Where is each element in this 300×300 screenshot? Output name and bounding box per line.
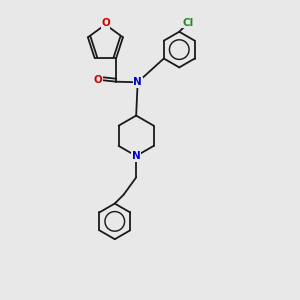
Text: O: O <box>93 75 102 85</box>
Text: N: N <box>132 151 140 161</box>
Text: Cl: Cl <box>183 18 194 28</box>
Text: O: O <box>101 18 110 28</box>
Text: N: N <box>133 77 142 87</box>
